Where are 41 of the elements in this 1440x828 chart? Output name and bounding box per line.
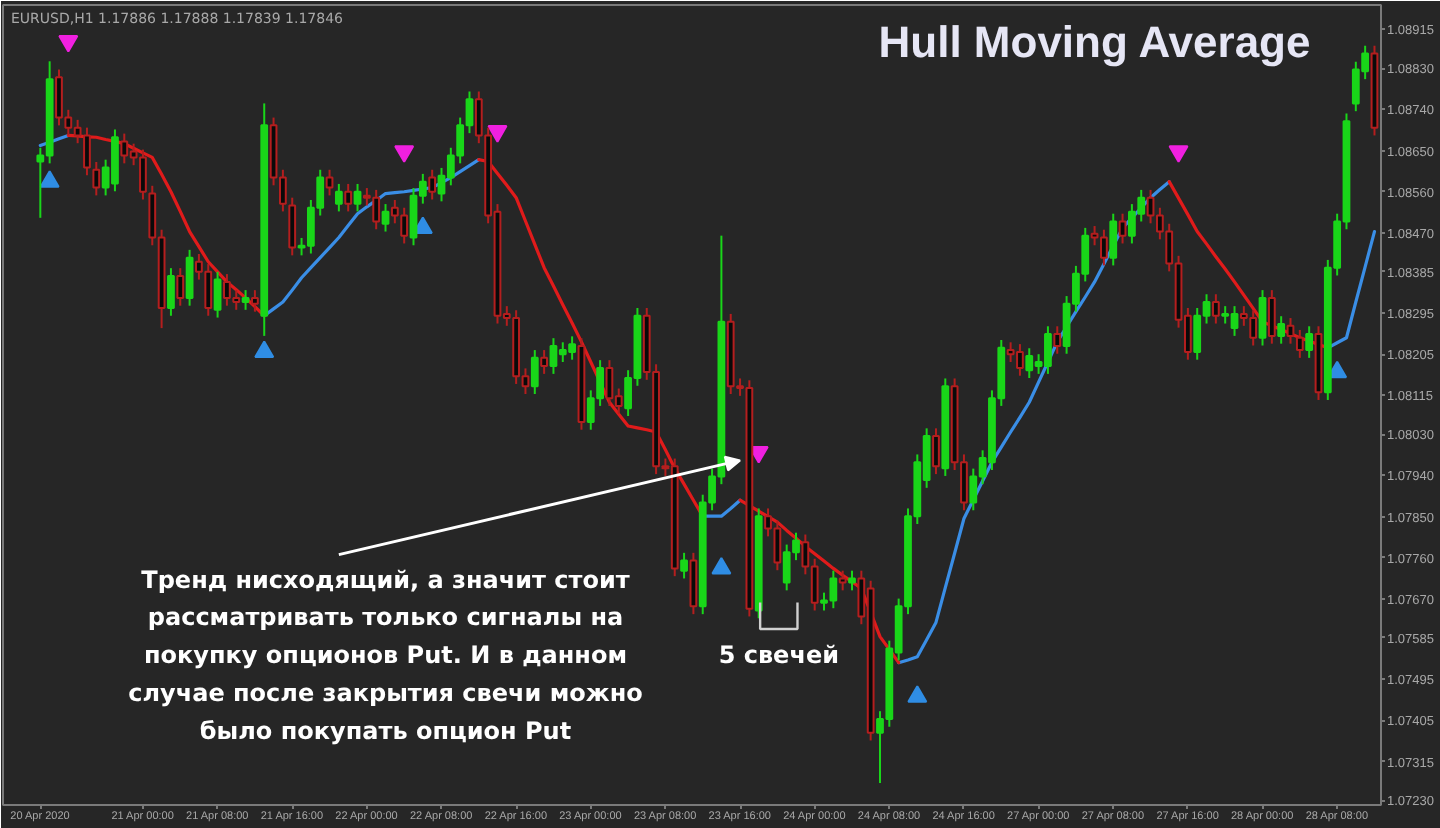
candlestick — [530, 349, 539, 396]
candlestick — [1258, 289, 1267, 347]
candlestick — [353, 182, 362, 213]
candlestick — [1193, 306, 1202, 361]
point — [58, 34, 79, 53]
candlestick — [1286, 317, 1295, 345]
candlestick — [1295, 328, 1304, 359]
candlestick — [344, 182, 353, 213]
candlestick — [381, 203, 390, 233]
point — [394, 145, 415, 163]
candlestick — [838, 569, 847, 592]
candlestick — [1109, 212, 1118, 267]
candlestick — [1053, 325, 1062, 355]
candlestick — [325, 168, 334, 197]
point — [711, 556, 732, 575]
candlestick — [251, 289, 259, 313]
candlestick — [932, 427, 940, 476]
point — [254, 340, 275, 359]
candlestick — [334, 182, 343, 213]
candlestick — [185, 248, 194, 307]
point — [1168, 145, 1189, 163]
candlestick — [167, 267, 175, 317]
candlestick — [428, 168, 437, 201]
point — [487, 125, 508, 143]
candlestick — [213, 270, 222, 319]
candlestick — [1118, 212, 1127, 245]
chart-title: Hull Moving Average — [878, 17, 1311, 67]
annotation: 5 свечей — [718, 641, 839, 669]
candlestick — [680, 551, 688, 580]
annotation: Тренд нисходящий, а значит стоит рассматривать только сигналы на покупку опционов Put. И в данном случае после закрытия свечи можно было покупать опцион Put — [128, 565, 643, 745]
candlestick — [1025, 347, 1034, 379]
candlestick — [92, 160, 101, 197]
candlestick — [1305, 325, 1314, 359]
candlestick — [176, 267, 185, 307]
candlestick — [1267, 289, 1276, 345]
candlestick — [1211, 293, 1220, 325]
candlestick — [540, 349, 549, 375]
candlestick — [241, 289, 250, 311]
candlestick — [848, 569, 856, 592]
point — [907, 685, 928, 703]
candlestick — [1277, 315, 1286, 345]
